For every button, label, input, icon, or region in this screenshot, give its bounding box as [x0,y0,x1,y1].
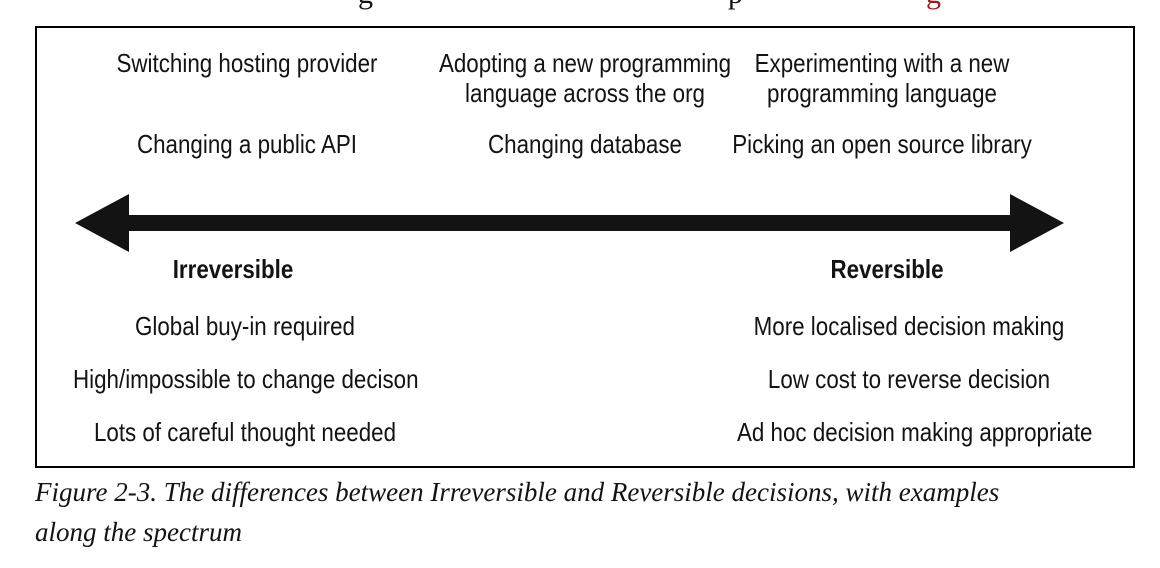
example-text: Adopting a new programming [438,48,732,78]
example-text: Changing database [488,129,682,159]
clipped-glyph: p [728,0,743,11]
example-irreversible-1: Switching hosting provider [84,48,411,78]
reversible-trait: Low cost to reverse decision [767,364,1051,394]
example-text: Picking an open source library [732,129,1032,159]
example-text: Changing a public API [136,129,358,159]
example-irreversible-2: Changing a public API [84,129,411,159]
figure-caption-line: along the spectrum [35,517,242,547]
figure-caption: Figure 2-3. The differences between Irre… [35,472,1153,552]
example-text: language across the org [465,78,705,108]
irreversible-trait: Global buy-in required [135,311,355,341]
irreversible-trait: High/impossible to change decison [73,364,419,394]
axis-label-reversible: Reversible [830,254,944,284]
irreversible-trait: Lots of careful thought needed [93,417,397,447]
clipped-text-line: g p g [0,0,1160,11]
figure-box: Switching hosting provider Adopting a ne… [35,26,1135,468]
figure-caption-line: Figure 2-3. The differences between Irre… [35,477,1000,507]
double-arrow-icon [75,194,1064,252]
example-middle-2: Changing database [422,129,749,159]
clipped-glyph: g [358,0,373,11]
example-text: Switching hosting provider [116,48,378,78]
example-text: programming language [767,78,997,108]
reversible-trait: Ad hoc decision making appropriate [737,417,1093,447]
reversible-trait: More localised decision making [753,311,1065,341]
example-reversible-1: Experimenting with a new programming lan… [719,48,1046,108]
example-text: Experimenting with a new [754,48,1010,78]
axis-label-irreversible: Irreversible [172,254,294,284]
example-reversible-2: Picking an open source library [719,129,1046,159]
clipped-link-glyph: g [926,0,941,11]
example-middle-1: Adopting a new programming language acro… [422,48,749,108]
